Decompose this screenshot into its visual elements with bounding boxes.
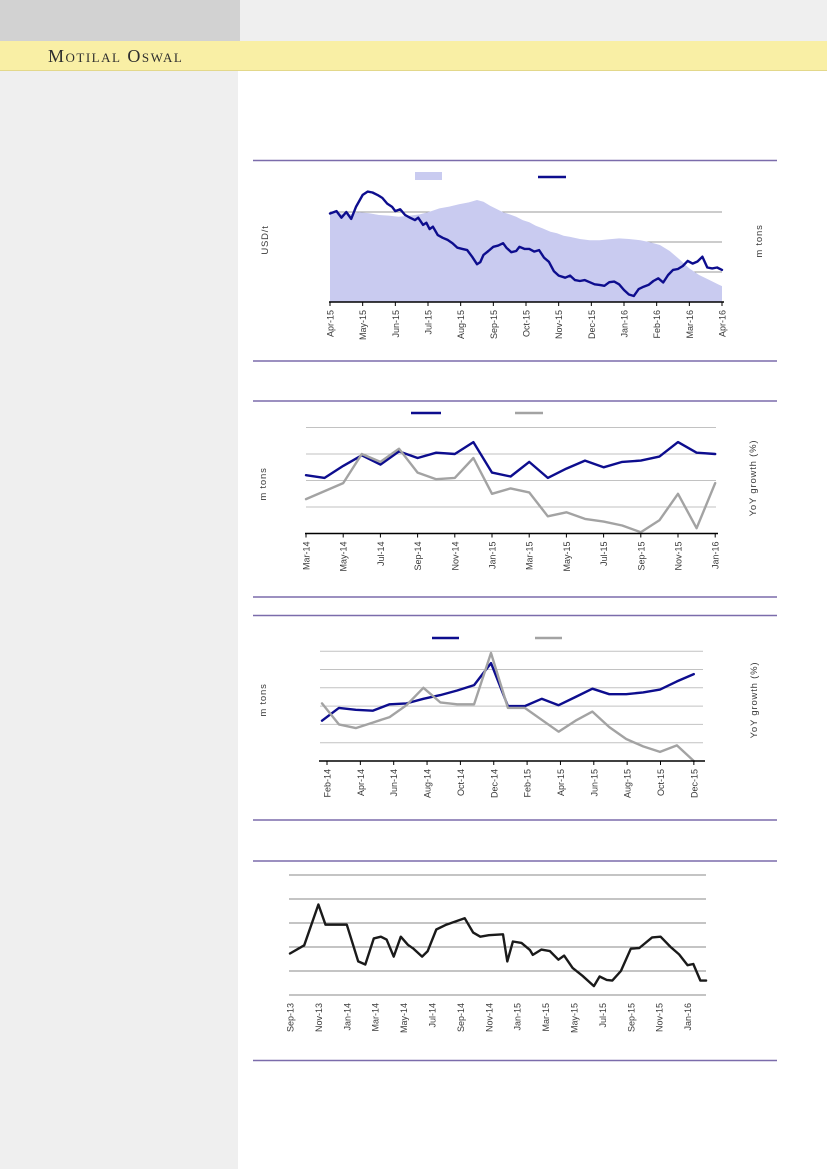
x-tick-label: Jul-14 bbox=[376, 542, 386, 567]
x-tick-label: Mar-14 bbox=[302, 542, 312, 571]
left-axis-label: m tons bbox=[258, 683, 269, 716]
right-axis-label: YoY growth (%) bbox=[748, 440, 759, 517]
x-tick-label: Jan-14 bbox=[342, 1003, 352, 1031]
price-line-series bbox=[328, 190, 724, 298]
brand-logo-text: Motilal Oswal bbox=[48, 46, 184, 66]
x-tick-label: May-14 bbox=[339, 542, 349, 572]
header-gray-block bbox=[0, 0, 240, 41]
x-tick-label: Jan-16 bbox=[711, 542, 721, 570]
x-tick-label: Apr-15 bbox=[326, 310, 336, 337]
x-tick-label: May-15 bbox=[562, 542, 572, 572]
series-gray bbox=[320, 651, 695, 763]
x-tick-label: Sep-14 bbox=[413, 542, 423, 571]
series-navy bbox=[320, 661, 695, 722]
series-black bbox=[288, 903, 708, 988]
x-tick-label: Jul-15 bbox=[598, 1003, 608, 1028]
x-tick-label: Jun-14 bbox=[389, 769, 399, 797]
area-series bbox=[330, 200, 722, 302]
series-navy bbox=[304, 440, 717, 480]
x-tick-label: Aug-14 bbox=[423, 769, 433, 798]
x-tick-label: Sep-13 bbox=[286, 1003, 296, 1032]
x-tick-label: Jan-16 bbox=[620, 310, 630, 338]
x-tick-label: Oct-15 bbox=[656, 769, 666, 796]
x-tick-label: Mar-16 bbox=[685, 310, 695, 339]
x-tick-label: Dec-14 bbox=[489, 769, 499, 798]
x-tick-label: Oct-14 bbox=[456, 769, 466, 796]
left-axis-label: USD/t bbox=[260, 225, 271, 254]
x-tick-label: Apr-16 bbox=[718, 310, 728, 337]
x-tick-label: Nov-15 bbox=[674, 542, 684, 571]
x-tick-label: Jan-15 bbox=[513, 1003, 523, 1031]
x-tick-label: Apr-14 bbox=[356, 769, 366, 796]
chart-1-price-vs-volume-canvas: Apr-15 May-15 Jun-15 Jul-15 Aug-15 Sep-15 Oct-… bbox=[253, 159, 777, 362]
right-axis-label: m tons bbox=[754, 224, 765, 257]
x-tick-label: Dec-15 bbox=[587, 310, 597, 339]
x-tick-label: Apr-15 bbox=[556, 769, 566, 796]
chart-2-volume-yoy-canvas: Mar-14 May-14 Jul-14 Sep-14 Nov-14 Jan-15 Mar-… bbox=[253, 400, 777, 598]
x-tick-label: Jan-16 bbox=[683, 1003, 693, 1031]
brand-band: Motilal Oswal bbox=[0, 41, 827, 71]
x-tick-label: May-14 bbox=[399, 1003, 409, 1033]
series-gray bbox=[304, 447, 717, 534]
x-tick-label: Nov-13 bbox=[314, 1003, 324, 1032]
x-tick-label: Feb-14 bbox=[323, 769, 333, 798]
x-tick-label: Feb-15 bbox=[523, 769, 533, 798]
chart-3-volume-yoy-canvas: Feb-14 Apr-14 Jun-14 Aug-14 Oct-14 Dec-14 Feb-… bbox=[253, 614, 777, 821]
x-tick-label: Nov-14 bbox=[450, 542, 460, 571]
left-axis-label: m tons bbox=[258, 467, 269, 500]
x-tick-label: Jun-15 bbox=[391, 310, 401, 338]
x-tick-label: Nov-15 bbox=[655, 1003, 665, 1032]
x-tick-label: Dec-15 bbox=[689, 769, 699, 798]
x-tick-label: Oct-15 bbox=[522, 310, 532, 337]
x-tick-label: Aug-15 bbox=[456, 310, 466, 339]
x-tick-label: May-15 bbox=[358, 310, 368, 340]
x-tick-label: Mar-15 bbox=[541, 1003, 551, 1032]
x-tick-label: Sep-15 bbox=[489, 310, 499, 339]
x-tick-label: Jul-15 bbox=[599, 542, 609, 567]
x-tick-label: Jul-15 bbox=[424, 310, 434, 335]
x-tick-label: Jun-15 bbox=[589, 769, 599, 797]
x-tick-label: Sep-15 bbox=[626, 1003, 636, 1032]
x-tick-label: Jan-15 bbox=[488, 542, 498, 570]
right-axis-label: YoY growth (%) bbox=[749, 662, 760, 739]
x-tick-label: Sep-15 bbox=[636, 542, 646, 571]
chart-4-trend-canvas: Sep-13 Nov-13 Jan-14 Mar-14 May-14 Jul-14 Sep-… bbox=[253, 860, 777, 1062]
chart-block: Apr-15 May-15 Jun-15 Jul-15 Aug-15 Sep-15 Oct-… bbox=[240, 150, 827, 372]
x-tick-label: Mar-15 bbox=[525, 542, 535, 571]
chart-block: Feb-14 Apr-14 Jun-14 Aug-14 Oct-14 Dec-14 Feb-… bbox=[240, 610, 827, 825]
chart-block: Sep-13 Nov-13 Jan-14 Mar-14 May-14 Jul-14 Sep-… bbox=[240, 855, 827, 1070]
x-tick-label: Jul-14 bbox=[428, 1003, 438, 1028]
x-tick-label: Mar-14 bbox=[371, 1003, 381, 1032]
chart-block: Mar-14 May-14 Jul-14 Sep-14 Nov-14 Jan-15 Mar-… bbox=[240, 395, 827, 605]
x-tick-label: Aug-15 bbox=[623, 769, 633, 798]
header-strip bbox=[240, 0, 827, 41]
x-tick-label: Nov-15 bbox=[554, 310, 564, 339]
x-tick-label: Feb-16 bbox=[652, 310, 662, 339]
legend-swatch-area bbox=[415, 172, 442, 180]
x-tick-label: Sep-14 bbox=[456, 1003, 466, 1032]
x-tick-label: Nov-14 bbox=[484, 1003, 494, 1032]
x-tick-label: May-15 bbox=[570, 1003, 580, 1033]
left-sidebar bbox=[0, 71, 238, 1169]
